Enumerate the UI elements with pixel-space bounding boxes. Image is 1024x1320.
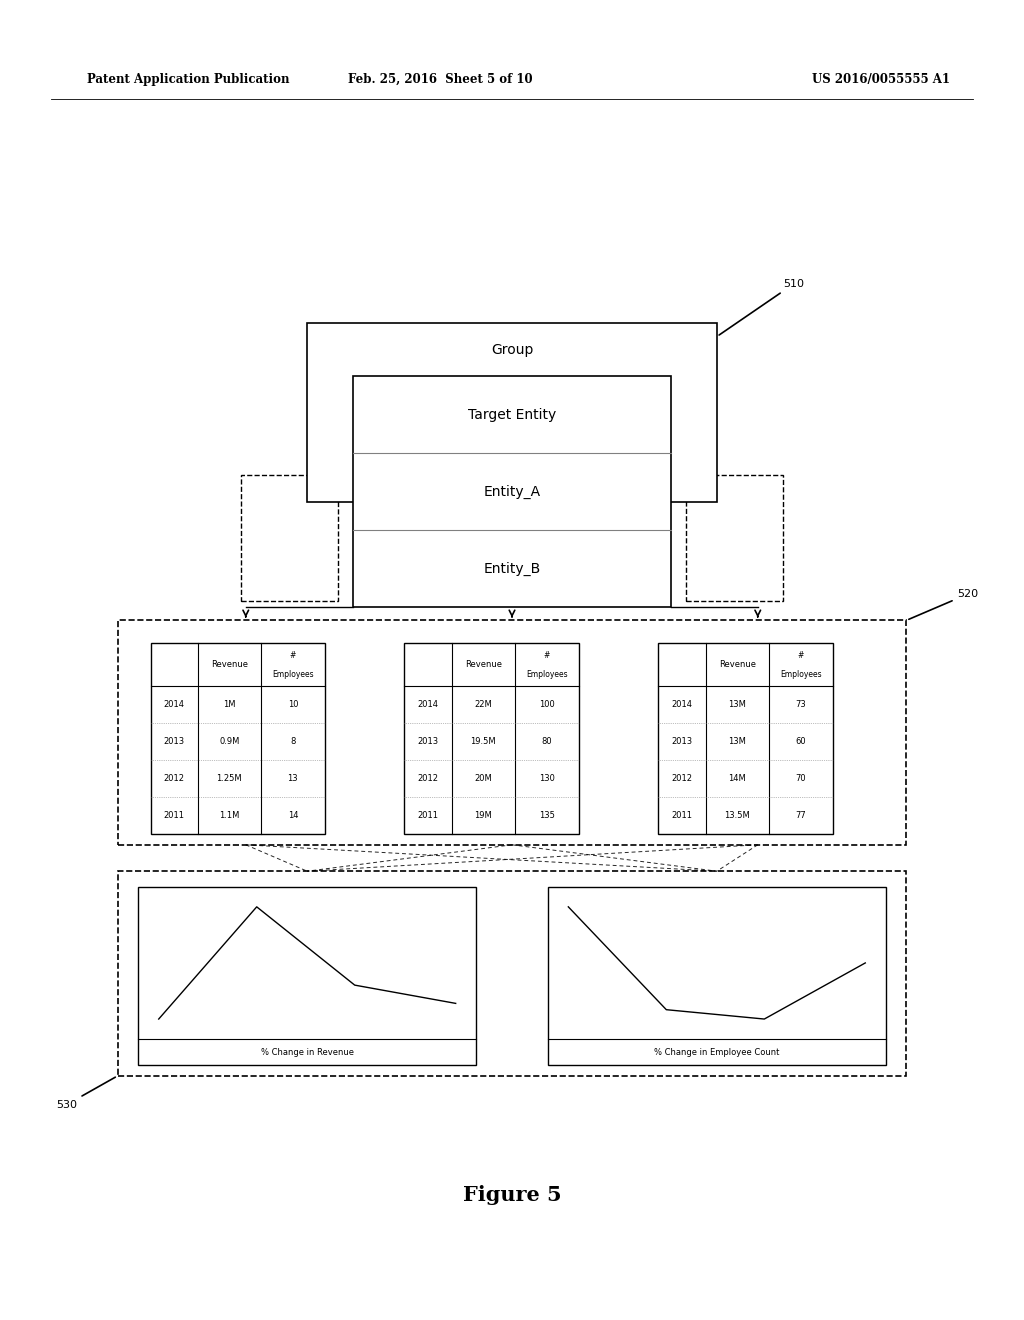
Text: 510: 510 — [719, 279, 805, 335]
Text: 13: 13 — [288, 775, 298, 783]
Text: US 2016/0055555 A1: US 2016/0055555 A1 — [812, 73, 949, 86]
Text: 2011: 2011 — [164, 812, 184, 820]
Text: 20M: 20M — [474, 775, 493, 783]
Text: #: # — [798, 651, 804, 660]
FancyBboxPatch shape — [548, 887, 886, 1065]
Text: 2012: 2012 — [164, 775, 184, 783]
FancyBboxPatch shape — [138, 887, 476, 1065]
Text: 530: 530 — [55, 1077, 116, 1110]
Text: 13.5M: 13.5M — [724, 812, 751, 820]
Text: 2013: 2013 — [672, 738, 692, 746]
Text: 13M: 13M — [728, 701, 746, 709]
Text: 22M: 22M — [474, 701, 493, 709]
Text: 2013: 2013 — [418, 738, 438, 746]
Text: 70: 70 — [796, 775, 806, 783]
Text: 1M: 1M — [223, 701, 236, 709]
Text: Revenue: Revenue — [211, 660, 248, 669]
Text: Revenue: Revenue — [719, 660, 756, 669]
Text: 520: 520 — [908, 589, 979, 619]
Text: Entity_B: Entity_B — [483, 561, 541, 576]
Text: Employees: Employees — [780, 669, 821, 678]
FancyBboxPatch shape — [118, 871, 906, 1076]
Text: Employees: Employees — [272, 669, 313, 678]
Text: 2011: 2011 — [418, 812, 438, 820]
Text: 77: 77 — [796, 812, 806, 820]
Text: 2013: 2013 — [164, 738, 184, 746]
Text: 2011: 2011 — [672, 812, 692, 820]
Text: 2014: 2014 — [418, 701, 438, 709]
Text: 2012: 2012 — [672, 775, 692, 783]
FancyBboxPatch shape — [241, 475, 338, 601]
FancyBboxPatch shape — [151, 643, 325, 834]
Text: Group: Group — [490, 343, 534, 356]
Text: 135: 135 — [539, 812, 555, 820]
Text: 14: 14 — [288, 812, 298, 820]
Text: 130: 130 — [539, 775, 555, 783]
Text: 1.1M: 1.1M — [219, 812, 240, 820]
FancyBboxPatch shape — [307, 323, 717, 502]
Text: 2014: 2014 — [672, 701, 692, 709]
Text: 60: 60 — [796, 738, 806, 746]
Text: 2012: 2012 — [418, 775, 438, 783]
Text: Entity_A: Entity_A — [483, 484, 541, 499]
FancyBboxPatch shape — [353, 376, 671, 607]
Text: Revenue: Revenue — [465, 660, 502, 669]
FancyBboxPatch shape — [686, 475, 783, 601]
Text: Employees: Employees — [526, 669, 567, 678]
Text: 8: 8 — [290, 738, 296, 746]
Text: Figure 5: Figure 5 — [463, 1184, 561, 1205]
Text: Target Entity: Target Entity — [468, 408, 556, 421]
Text: % Change in Revenue: % Change in Revenue — [261, 1048, 353, 1056]
Text: 0.9M: 0.9M — [219, 738, 240, 746]
Text: Patent Application Publication: Patent Application Publication — [87, 73, 290, 86]
Text: 19.5M: 19.5M — [470, 738, 497, 746]
Text: 1.25M: 1.25M — [216, 775, 243, 783]
Text: #: # — [290, 651, 296, 660]
FancyBboxPatch shape — [404, 643, 579, 834]
Text: 19M: 19M — [474, 812, 493, 820]
FancyBboxPatch shape — [658, 643, 833, 834]
FancyBboxPatch shape — [118, 620, 906, 845]
Text: 13M: 13M — [728, 738, 746, 746]
Text: 14M: 14M — [728, 775, 746, 783]
Text: Feb. 25, 2016  Sheet 5 of 10: Feb. 25, 2016 Sheet 5 of 10 — [348, 73, 532, 86]
Text: 100: 100 — [539, 701, 555, 709]
Text: 73: 73 — [796, 701, 806, 709]
Text: 80: 80 — [542, 738, 552, 746]
Text: #: # — [544, 651, 550, 660]
Text: 2014: 2014 — [164, 701, 184, 709]
Text: % Change in Employee Count: % Change in Employee Count — [654, 1048, 779, 1056]
Text: 10: 10 — [288, 701, 298, 709]
